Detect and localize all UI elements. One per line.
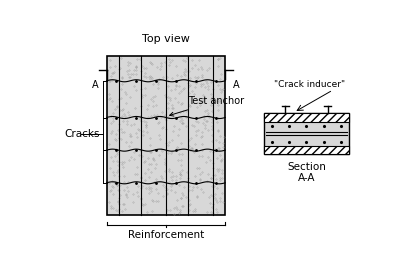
Text: Reinforcement: Reinforcement [128,230,204,240]
Text: Test anchor: Test anchor [170,96,244,116]
Text: Cracks: Cracks [64,129,100,139]
Bar [264,113,349,154]
Text: Top view: Top view [142,34,190,44]
Text: A-A: A-A [298,173,315,183]
Bar [264,113,349,122]
Bar [106,56,225,215]
Text: A: A [92,80,99,90]
Bar [264,146,349,154]
Text: A: A [233,80,239,90]
Text: "Crack inducer": "Crack inducer" [274,80,345,89]
Text: Section: Section [287,162,326,173]
